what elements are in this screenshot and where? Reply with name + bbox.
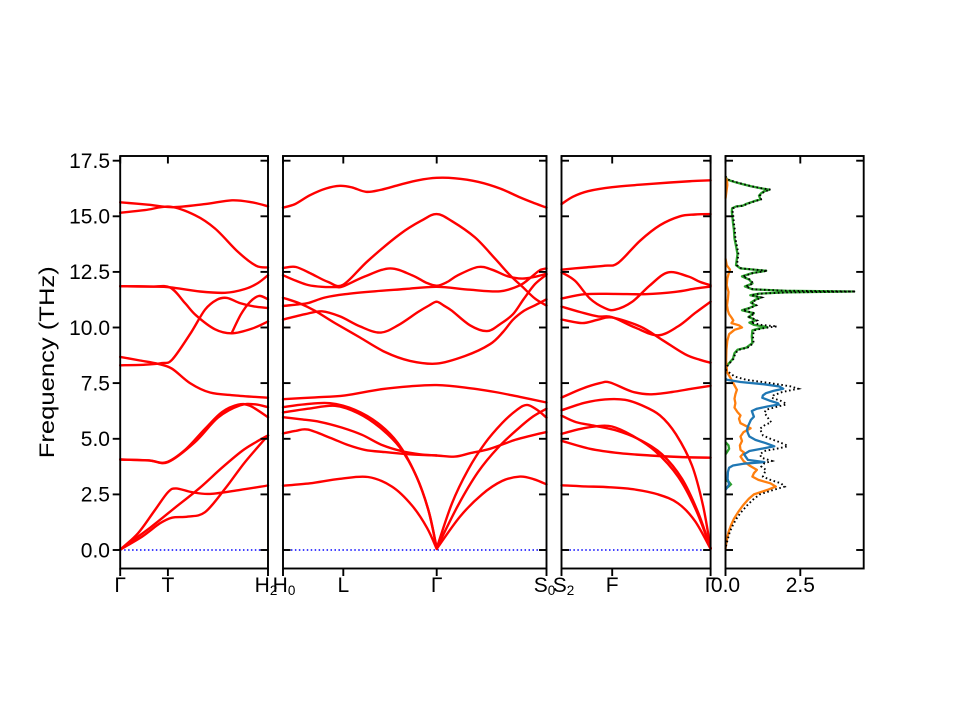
svg-text:7.5: 7.5	[81, 372, 110, 395]
svg-text:T: T	[161, 574, 174, 597]
svg-text:12.5: 12.5	[69, 261, 110, 284]
svg-text:Γ: Γ	[114, 574, 126, 597]
svg-text:2.5: 2.5	[786, 574, 815, 597]
svg-text:0.0: 0.0	[711, 574, 740, 597]
svg-text:17.5: 17.5	[69, 150, 110, 173]
svg-text:Γ: Γ	[431, 574, 443, 597]
svg-text:10.0: 10.0	[69, 317, 110, 340]
svg-text:L: L	[337, 574, 349, 597]
svg-text:5.0: 5.0	[81, 428, 110, 451]
svg-text:Γ: Γ	[705, 574, 717, 597]
svg-text:15.0: 15.0	[69, 206, 110, 229]
svg-text:F: F	[606, 574, 619, 597]
svg-text:Frequency (THz): Frequency (THz)	[36, 266, 59, 458]
svg-text:2.5: 2.5	[81, 484, 110, 507]
svg-text:0.0: 0.0	[81, 539, 110, 562]
